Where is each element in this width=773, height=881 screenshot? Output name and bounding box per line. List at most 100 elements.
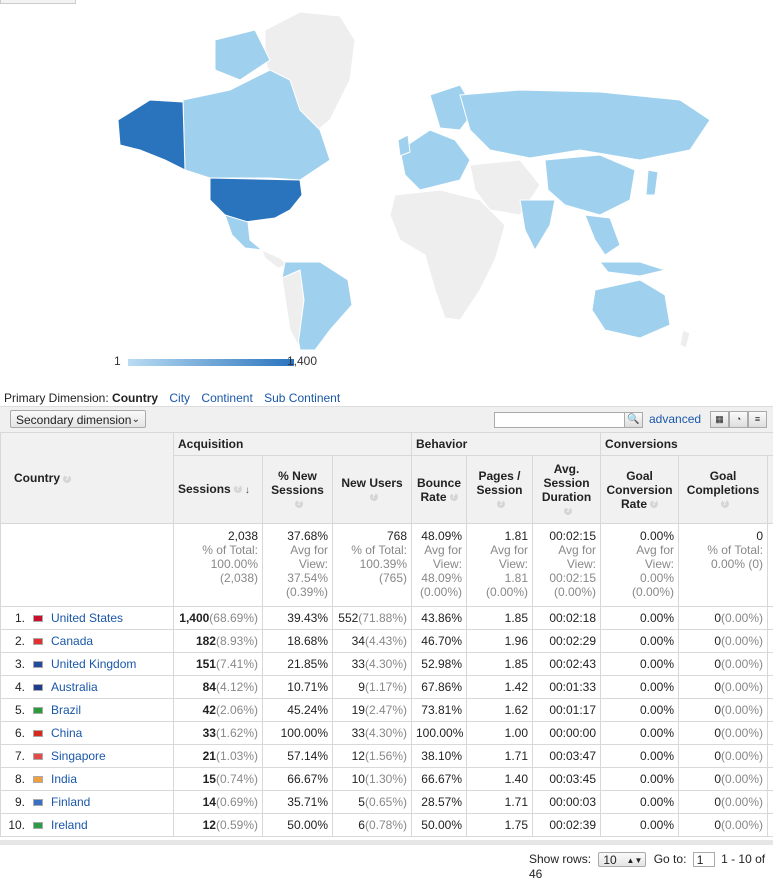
goal-completions-cell: 0(0.00%) [679,722,768,745]
header-goal-conversion[interactable]: Goal Conversion Rate? [601,456,679,524]
bounce-rate-cell: 73.81% [412,699,467,722]
dimension-continent[interactable]: Continent [201,391,252,405]
total-overflow [768,524,773,607]
country-cell: 2. Canada [1,630,174,653]
help-icon[interactable]: ? [564,507,572,515]
legend-max: 1,400 [287,354,317,368]
pagination: Show rows: 10▲▼ Go to: 1 1 - 10 of 46 [529,852,773,881]
primary-dimension-bar: Primary Dimension: Country City Continen… [4,391,340,405]
flag-icon [33,822,43,829]
goal-completions-cell: 0(0.00%) [679,676,768,699]
bounce-rate-cell: 50.00% [412,814,467,837]
goal-completions-cell: 0(0.00%) [679,814,768,837]
flag-icon [33,615,43,622]
country-link[interactable]: Finland [51,795,90,809]
country-link[interactable]: Singapore [51,749,106,763]
row-index: 8. [5,772,25,786]
country-link[interactable]: India [51,772,77,786]
row-index: 7. [5,749,25,763]
goal-completions-cell: 0(0.00%) [679,699,768,722]
dimension-sub-continent[interactable]: Sub Continent [264,391,340,405]
group-acquisition: Acquisition [174,433,412,456]
pie-view-icon[interactable]: ◔ [729,411,748,428]
header-overflow [768,456,773,524]
flag-icon [33,684,43,691]
country-cell: 3. United Kingdom [1,653,174,676]
page-input[interactable]: 1 [693,852,715,867]
goal-completions-cell: 0(0.00%) [679,791,768,814]
sessions-cell: 182(8.93%) [174,630,263,653]
header-bounce-rate[interactable]: Bounce Rate? [412,456,467,524]
sessions-cell: 1,400(68.69%) [174,607,263,630]
avg-duration-cell: 00:03:47 [533,745,601,768]
flag-icon [33,753,43,760]
pages-session-cell: 1.96 [467,630,533,653]
row-index: 10. [5,818,25,832]
sessions-cell: 33(1.62%) [174,722,263,745]
total-sessions: 2,038% of Total:100.00%(2,038) [174,524,263,607]
new-sessions-cell: 35.71% [263,791,333,814]
help-icon[interactable]: ? [234,485,242,493]
flag-icon [33,661,43,668]
new-users-cell: 5(0.65%) [333,791,412,814]
horizontal-scrollbar[interactable] [0,840,773,845]
help-icon[interactable]: ? [370,493,378,501]
advanced-filter-link[interactable]: advanced [649,412,701,426]
dimension-city[interactable]: City [169,391,190,405]
overflow-cell [768,699,773,722]
help-icon[interactable]: ? [721,500,729,508]
country-link[interactable]: Ireland [51,818,88,832]
help-icon[interactable]: ? [63,475,71,483]
secondary-dimension-dropdown[interactable]: Secondary dimension ⌄ [10,410,146,428]
search-icon[interactable]: 🔍 [624,412,643,428]
table-search-input[interactable] [494,412,626,428]
header-avg-duration[interactable]: Avg. Session Duration? [533,456,601,524]
table-view-icon[interactable]: ▦ [710,411,729,428]
total-new-users: 768% of Total:100.39%(765) [333,524,412,607]
goal-completions-cell: 0(0.00%) [679,607,768,630]
overflow-cell [768,722,773,745]
header-new-users[interactable]: New Users? [333,456,412,524]
help-icon[interactable]: ? [497,500,505,508]
updown-icon: ▲▼ [627,853,643,868]
new-sessions-cell: 10.71% [263,676,333,699]
avg-duration-cell: 00:01:17 [533,699,601,722]
country-link[interactable]: Canada [51,634,93,648]
new-users-cell: 552(71.88%) [333,607,412,630]
new-users-cell: 33(4.30%) [333,722,412,745]
help-icon[interactable]: ? [295,500,303,508]
row-index: 9. [5,795,25,809]
avg-duration-cell: 00:02:43 [533,653,601,676]
new-sessions-cell: 50.00% [263,814,333,837]
country-link[interactable]: Australia [51,680,98,694]
help-icon[interactable]: ? [450,493,458,501]
country-link[interactable]: Brazil [51,703,81,717]
header-new-sessions[interactable]: % New Sessions? [263,456,333,524]
new-zealand [680,330,690,348]
row-index: 2. [5,634,25,648]
goal-conversion-cell: 0.00% [601,791,679,814]
goal-completions-cell: 0(0.00%) [679,653,768,676]
header-sessions[interactable]: Sessions?↓ [174,456,263,524]
country-link[interactable]: United Kingdom [51,657,136,671]
header-goal-completions[interactable]: Goal Completions? [679,456,768,524]
goal-conversion-cell: 0.00% [601,722,679,745]
performance-view-icon[interactable]: ≡ [748,411,767,428]
bounce-rate-cell: 100.00% [412,722,467,745]
sort-desc-icon[interactable]: ↓ [245,485,250,496]
header-pages-session[interactable]: Pages / Session? [467,456,533,524]
avg-duration-cell: 00:03:45 [533,768,601,791]
country-link[interactable]: United States [51,611,123,625]
country-cell: 1.United States [1,607,174,630]
help-icon[interactable]: ? [650,500,658,508]
new-sessions-cell: 100.00% [263,722,333,745]
show-rows-select[interactable]: 10▲▼ [598,852,646,867]
goto-label: Go to: [654,852,687,866]
country-link[interactable]: China [51,726,82,740]
row-index: 3. [5,657,25,671]
